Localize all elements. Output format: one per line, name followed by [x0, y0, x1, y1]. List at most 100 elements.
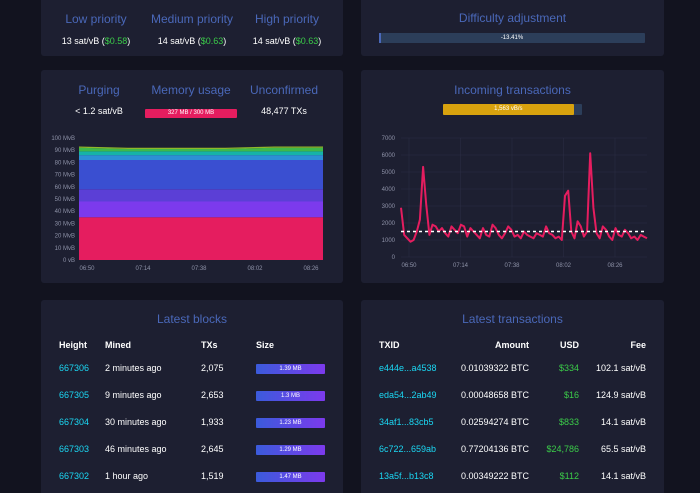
- unconfirmed-stat: Unconfirmed 48,477 TXs: [234, 83, 334, 116]
- mempool-card: Purging < 1.2 sat/vB Memory usage 327 MB…: [41, 70, 343, 283]
- latest-blocks-card: Latest blocks Height Mined TXs Size 6673…: [41, 300, 343, 493]
- block-row[interactable]: 667305 9 minutes ago 2,653 1.3 MB: [59, 381, 329, 408]
- txid-link[interactable]: e444e...a4538: [379, 362, 437, 373]
- latest-transactions-card: Latest transactions TXID Amount USD Fee …: [361, 300, 664, 493]
- block-mined: 1 hour ago: [105, 470, 149, 481]
- y-tick-label: 3000: [382, 204, 396, 210]
- transaction-row[interactable]: eda54...2ab49 0.00048658 BTC $16 124.9 sat/…: [379, 381, 646, 408]
- x-tick-label: 08:26: [303, 266, 319, 272]
- block-mined: 9 minutes ago: [105, 389, 162, 400]
- mempool-series-5: [79, 151, 323, 156]
- col-size: Size: [256, 340, 275, 350]
- block-txs: 2,645: [201, 443, 224, 454]
- block-row[interactable]: 667304 30 minutes ago 1,933 1.23 MB: [59, 408, 329, 435]
- tx-amount: 0.00048658 BTC: [460, 389, 529, 400]
- latest-transactions-title: Latest transactions: [462, 312, 563, 326]
- transactions-table: TXID Amount USD Fee e444e...a4538 0.01039…: [379, 336, 646, 489]
- incoming-card: Incoming transactions 1,563 vB/s 0 1000 20…: [361, 70, 664, 283]
- fee-medium-value: 14 sat/vB ($0.63): [157, 36, 227, 46]
- y-tick-label: 40 MvB: [55, 209, 75, 215]
- txid-link[interactable]: eda54...2ab49: [379, 389, 437, 400]
- tx-amount: 0.02594274 BTC: [460, 416, 529, 427]
- y-tick-label: 70 MvB: [55, 173, 75, 179]
- block-txs: 2,075: [201, 362, 224, 373]
- incoming-value: 1,563 vB/s: [494, 106, 523, 112]
- mempool-series-6: [79, 147, 323, 152]
- col-txid: TXID: [379, 340, 400, 350]
- tx-fee: 14.1 sat/vB: [600, 416, 646, 427]
- memory-label: Memory usage: [151, 83, 231, 97]
- block-height-link[interactable]: 667306: [59, 362, 90, 373]
- x-tick-label: 08:26: [607, 263, 623, 269]
- block-size-bar: 1.39 MB: [256, 363, 325, 374]
- mempool-chart: 0 vB 10 MvB 20 MvB 30 MvB 40 MvB 50 MvB 60 MvB…: [51, 136, 323, 272]
- x-tick-label: 07:14: [453, 263, 469, 269]
- col-txs: TXs: [201, 340, 218, 350]
- y-tick-label: 60 MvB: [55, 185, 75, 191]
- block-height-link[interactable]: 667302: [59, 470, 90, 481]
- difficulty-bar-fill: [379, 33, 381, 43]
- tx-amount: 0.00349222 BTC: [460, 470, 529, 481]
- tx-usd: $24,786: [546, 443, 579, 454]
- incoming-chart: 0 1000 2000 3000 4000 5000 6000 7000 06:50 07:14 0…: [382, 136, 648, 269]
- mempool-series-4: [79, 155, 323, 160]
- difficulty-title: Difficulty adjustment: [458, 11, 567, 25]
- transaction-row[interactable]: e444e...a4538 0.01039322 BTC $334 102.1 sat…: [379, 354, 646, 381]
- txid-link[interactable]: 6c722...659ab: [379, 443, 437, 454]
- block-height-link[interactable]: 667304: [59, 416, 90, 427]
- col-usd: USD: [559, 340, 579, 350]
- txid-link[interactable]: 34af1...83cb5: [379, 416, 434, 427]
- tx-amount: 0.01039322 BTC: [460, 362, 529, 373]
- block-size-bar: 1.47 MB: [256, 471, 325, 482]
- tx-fee: 102.1 sat/vB: [595, 362, 646, 373]
- y-tick-label: 2000: [382, 221, 396, 227]
- x-tick-label: 07:14: [135, 266, 151, 272]
- fee-medium: Medium priority 14 sat/vB ($0.63): [142, 12, 242, 46]
- block-size-bar: 1.29 MB: [256, 444, 325, 455]
- memory-usage-bar: 327 MB / 300 MB: [145, 109, 237, 118]
- txid-link[interactable]: 13a5f...b13c8: [379, 470, 434, 481]
- y-tick-label: 7000: [382, 136, 396, 142]
- purging-stat: Purging < 1.2 sat/vB: [49, 83, 149, 116]
- unconfirmed-label: Unconfirmed: [249, 83, 319, 97]
- block-mined: 30 minutes ago: [105, 416, 167, 427]
- y-tick-label: 100 MvB: [51, 136, 75, 142]
- block-txs: 2,653: [201, 389, 224, 400]
- mempool-series-1: [79, 201, 323, 218]
- tx-amount: 0.77204136 BTC: [460, 443, 529, 454]
- incoming-title: Incoming transactions: [454, 83, 571, 97]
- block-size-bar: 1.23 MB: [256, 417, 325, 428]
- block-height-link[interactable]: 667303: [59, 443, 90, 454]
- fee-low-label: Low priority: [65, 12, 127, 26]
- block-row[interactable]: 667303 46 minutes ago 2,645 1.29 MB: [59, 435, 329, 462]
- incoming-series-line: [400, 152, 648, 243]
- block-row[interactable]: 667306 2 minutes ago 2,075 1.39 MB: [59, 354, 329, 381]
- tx-usd: $112: [559, 470, 579, 481]
- col-amount: Amount: [495, 340, 529, 350]
- tx-usd: $334: [558, 362, 579, 373]
- transaction-row[interactable]: 13a5f...b13c8 0.00349222 BTC $112 14.1 sat/…: [379, 462, 646, 489]
- fee-low-value: 13 sat/vB ($0.58): [61, 36, 131, 46]
- tx-usd: $833: [558, 416, 579, 427]
- purging-value: < 1.2 sat/vB: [75, 106, 123, 116]
- y-tick-label: 30 MvB: [55, 221, 75, 227]
- blocks-table: Height Mined TXs Size 667306 2 minutes ag…: [59, 336, 329, 489]
- fee-low: Low priority 13 sat/vB ($0.58): [46, 12, 146, 46]
- block-row[interactable]: 667302 1 hour ago 1,519 1.47 MB: [59, 462, 329, 489]
- col-height: Height: [59, 340, 87, 350]
- transaction-row[interactable]: 34af1...83cb5 0.02594274 BTC $833 14.1 sat/…: [379, 408, 646, 435]
- y-tick-label: 50 MvB: [55, 197, 75, 203]
- tx-fee: 14.1 sat/vB: [600, 470, 646, 481]
- transaction-row[interactable]: 6c722...659ab 0.77204136 BTC $24,786 65.5 s…: [379, 435, 646, 462]
- x-tick-label: 07:38: [504, 263, 520, 269]
- block-height-link[interactable]: 667305: [59, 389, 90, 400]
- y-tick-label: 0 vB: [63, 258, 75, 264]
- y-tick-label: 0: [392, 255, 396, 261]
- col-mined: Mined: [105, 340, 131, 350]
- y-tick-label: 4000: [382, 187, 396, 193]
- mempool-series-3: [79, 159, 323, 190]
- y-tick-label: 20 MvB: [55, 234, 75, 240]
- block-txs: 1,519: [201, 470, 224, 481]
- purging-label: Purging: [78, 83, 120, 97]
- x-tick-label: 08:02: [556, 263, 572, 269]
